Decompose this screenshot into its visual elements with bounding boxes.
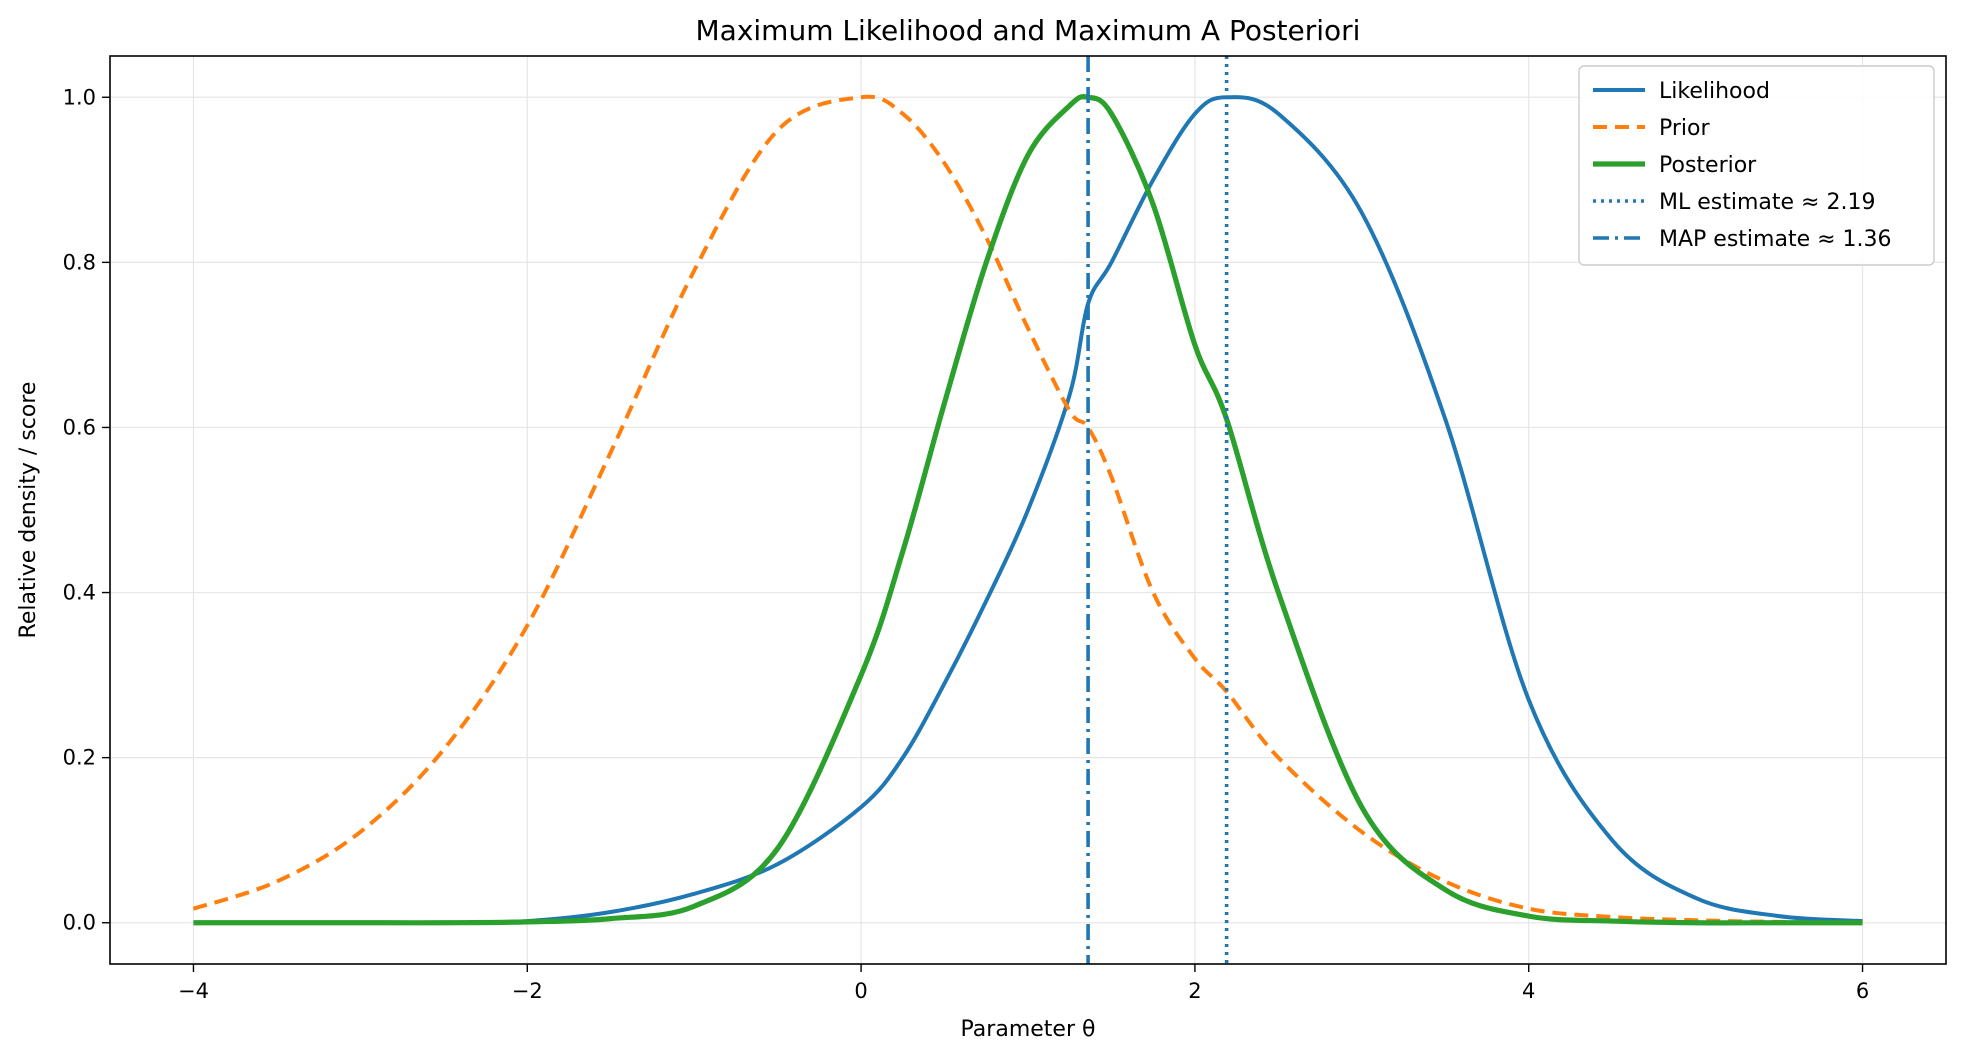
legend-entry-label: Prior (1659, 116, 1710, 141)
x-tick-label: 2 (1188, 979, 1201, 1003)
x-tick-label: 4 (1522, 979, 1535, 1003)
x-tick-label: −4 (178, 979, 209, 1003)
y-tick-label: 1.0 (63, 85, 96, 109)
x-tick-label: 0 (854, 979, 867, 1003)
legend-box (1578, 65, 1935, 266)
x-tick-label: −2 (512, 979, 543, 1003)
y-tick-label: 0.2 (63, 746, 96, 770)
y-tick-label: 0.4 (63, 581, 96, 605)
x-axis: −4 −2 0 2 4 6 (178, 964, 1869, 1003)
series-line-prior (192, 94, 1863, 925)
y-tick-label: 0.6 (63, 415, 96, 439)
y-axis: 0.0 0.2 0.4 0.6 0.8 1.0 (63, 85, 110, 935)
legend-entry-label: Posterior (1659, 153, 1757, 178)
x-tick-label: 6 (1856, 979, 1869, 1003)
chart-title: Maximum Likelihood and Maximum A Posteri… (696, 14, 1361, 47)
legend: Likelihood Prior Posterior ML estimate ≈ 2.… (1578, 65, 1935, 266)
y-axis-label: Relative density / score (16, 382, 41, 639)
legend-entry-label: Likelihood (1659, 79, 1770, 104)
y-tick-label: 0.8 (63, 250, 96, 274)
y-tick-label: 0.0 (63, 911, 96, 935)
plot-frame (109, 55, 1947, 965)
series-line-posterior (193, 94, 1863, 926)
legend-entry-label: MAP estimate ≈ 1.36 (1659, 227, 1892, 252)
plot-area (192, 56, 1863, 964)
x-axis-label: Parameter θ (961, 1017, 1096, 1042)
legend-entry-label: ML estimate ≈ 2.19 (1659, 190, 1875, 215)
series-line-likelihood (193, 95, 1863, 925)
